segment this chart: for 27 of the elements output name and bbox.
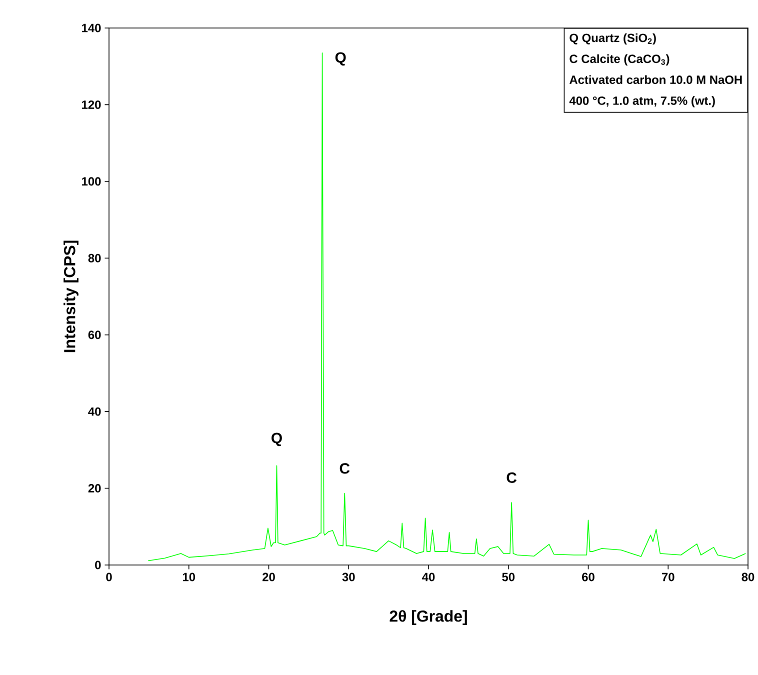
annotation: 400 °C, 1.0 atm, 7.5% (wt.) — [569, 96, 715, 108]
x-tick-label: 0 — [106, 572, 112, 582]
y-tick-label: 0 — [95, 560, 101, 570]
y-tick-label: 80 — [88, 254, 101, 262]
y-axis-title: Intensity [CPS] — [64, 240, 78, 352]
x-tick-label: 40 — [422, 572, 435, 582]
y-tick-label: 120 — [82, 100, 101, 109]
y-tick-label: 140 — [82, 24, 101, 32]
x-tick-label: 20 — [262, 572, 275, 582]
annotation: Q — [335, 52, 346, 66]
annotation: Activated carbon 10.0 M NaOH — [570, 75, 742, 84]
annotation: C — [340, 463, 350, 474]
x-tick-label: 50 — [502, 572, 515, 582]
annotation: Q — [272, 432, 282, 446]
x-tick-label: 30 — [342, 572, 355, 582]
x-axis-title: 2θ [Grade] — [390, 610, 467, 625]
x-tick-label: 60 — [582, 572, 594, 582]
x-tick-label: 10 — [182, 572, 196, 582]
x-tick-label: 80 — [742, 572, 754, 582]
y-tick-label: 20 — [88, 484, 101, 492]
annotation: Q Quartz (SiO$_{2}$) — [570, 33, 656, 45]
y-tick-label: 40 — [88, 407, 101, 416]
x-tick-label: 70 — [662, 572, 674, 582]
annotation: C Calcite (CaCO$_{3}$) — [570, 54, 670, 66]
annotation: C — [506, 472, 517, 483]
y-tick-label: 100 — [82, 177, 101, 186]
y-tick-label: 60 — [88, 330, 101, 340]
